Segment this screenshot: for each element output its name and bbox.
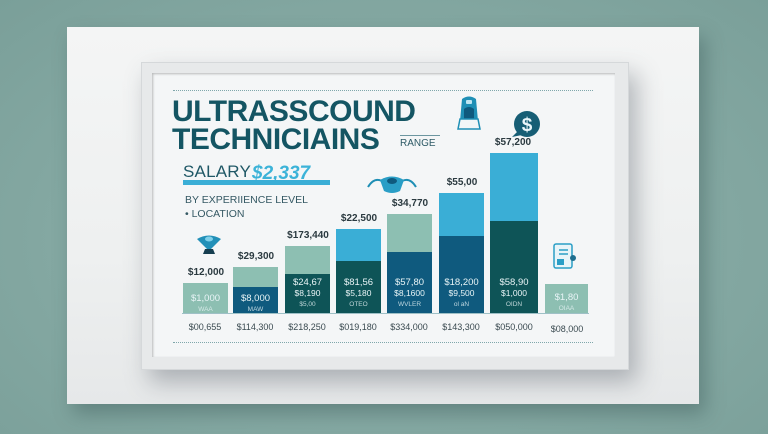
bar-1: $12,000 $1,000 WAA bbox=[183, 267, 228, 313]
bar-4: $22,500 $81,56 $5,180 OTEO bbox=[336, 213, 381, 313]
bar-8-segment bbox=[545, 284, 588, 313]
document-report-icon bbox=[553, 243, 576, 269]
bar-7-x-label: $050,000 bbox=[495, 322, 533, 332]
bar-6-inner-label: $18,200 $9,500 ol aN bbox=[444, 277, 479, 308]
chart-baseline bbox=[182, 313, 589, 314]
title-line-2: TECHNICIAINS bbox=[172, 123, 380, 156]
bar-1-top-label: $12,000 bbox=[187, 267, 225, 278]
subtitle-experience: BY EXPERIIENCE LEVEL bbox=[185, 194, 308, 206]
bar-4-upper-segment bbox=[336, 229, 381, 261]
bar-2: $29,300 $8,000 MAW bbox=[233, 251, 278, 313]
bar-1-segment bbox=[183, 283, 228, 313]
bar-3-upper-segment bbox=[285, 246, 330, 274]
bar-3-lower-segment bbox=[285, 274, 330, 313]
bar-2-lower-segment bbox=[233, 287, 278, 313]
bar-3-x-label: $218,250 bbox=[288, 322, 326, 332]
top-dotted-divider bbox=[173, 90, 593, 91]
dollar-speech-bubble-icon: $ bbox=[512, 111, 540, 137]
bar-3: $173,440 $24,67 $8,190 $5,00 bbox=[285, 230, 330, 313]
bar-1-inner-label: $1,000 WAA bbox=[190, 293, 221, 313]
range-label: RANGE bbox=[400, 135, 440, 149]
bar-5-top-label: $34,770 bbox=[391, 198, 429, 209]
bar-4-lower-segment bbox=[336, 261, 381, 313]
bar-6: $55,00 $18,200 $9,500 ol aN bbox=[439, 177, 484, 313]
bar-4-top-label: $22,500 bbox=[340, 213, 378, 224]
ultrasound-scanner-small-icon bbox=[197, 235, 221, 254]
bar-5-upper-segment bbox=[387, 214, 432, 252]
bar-5: $34,770 $57,80 $8,1600 WVLER bbox=[387, 198, 432, 313]
bar-3-inner-label: $24,67 $8,190 $5,00 bbox=[292, 277, 323, 308]
bar-7-inner-label: $58,90 $1,000 OIDN bbox=[499, 277, 529, 308]
infographic-paper: ULTRASSCOUND TECHNICIAINS RANGE $ SALARY… bbox=[152, 73, 615, 357]
ultrasound-probe-icon bbox=[457, 96, 481, 130]
bar-2-x-label: $114,300 bbox=[236, 322, 274, 332]
ultrasound-scanner-icon bbox=[367, 176, 417, 193]
bar-6-x-label: $143,300 bbox=[442, 322, 480, 332]
bar-5-lower-segment bbox=[387, 252, 432, 313]
bar-6-lower-segment bbox=[439, 236, 484, 313]
bar-8-x-label: $08,000 bbox=[550, 324, 584, 334]
bar-2-upper-segment bbox=[233, 267, 278, 287]
bar-8-inner-label: $1,80 OIAA bbox=[554, 292, 579, 312]
bar-5-x-label: $334,000 bbox=[390, 322, 428, 332]
bar-7-upper-segment bbox=[490, 153, 538, 221]
salary-value: $2,337 bbox=[252, 163, 311, 184]
bottom-dotted-divider bbox=[173, 342, 593, 343]
bar-3-top-label: $173,440 bbox=[287, 230, 329, 241]
svg-text:$: $ bbox=[522, 115, 533, 136]
bar-7-lower-segment bbox=[490, 221, 538, 313]
bar-4-inner-label: $81,56 $5,180 OTEO bbox=[343, 277, 374, 308]
bar-5-inner-label: $57,80 $8,1600 WVLER bbox=[394, 277, 425, 308]
bar-2-top-label: $29,300 bbox=[237, 251, 275, 262]
title-line-1: ULTRASSCOUND bbox=[172, 95, 416, 128]
bar-2-inner-label: $8,000 MAW bbox=[240, 293, 271, 313]
subtitle-location: • LOCATION bbox=[185, 208, 245, 220]
bar-4-x-label: $019,180 bbox=[339, 322, 377, 332]
salary-underline bbox=[183, 180, 330, 185]
bar-1-x-label: $00,655 bbox=[188, 322, 222, 332]
salary-label: SALARY bbox=[183, 162, 251, 181]
bar-7-top-label: $57,200 bbox=[494, 137, 532, 148]
bar-8: $1,80 OIAA bbox=[545, 284, 588, 313]
bar-7: $57,200 $58,90 $1,000 OIDN bbox=[490, 137, 538, 313]
bar-6-top-label: $55,00 bbox=[446, 177, 478, 188]
bar-6-upper-segment bbox=[439, 193, 484, 236]
